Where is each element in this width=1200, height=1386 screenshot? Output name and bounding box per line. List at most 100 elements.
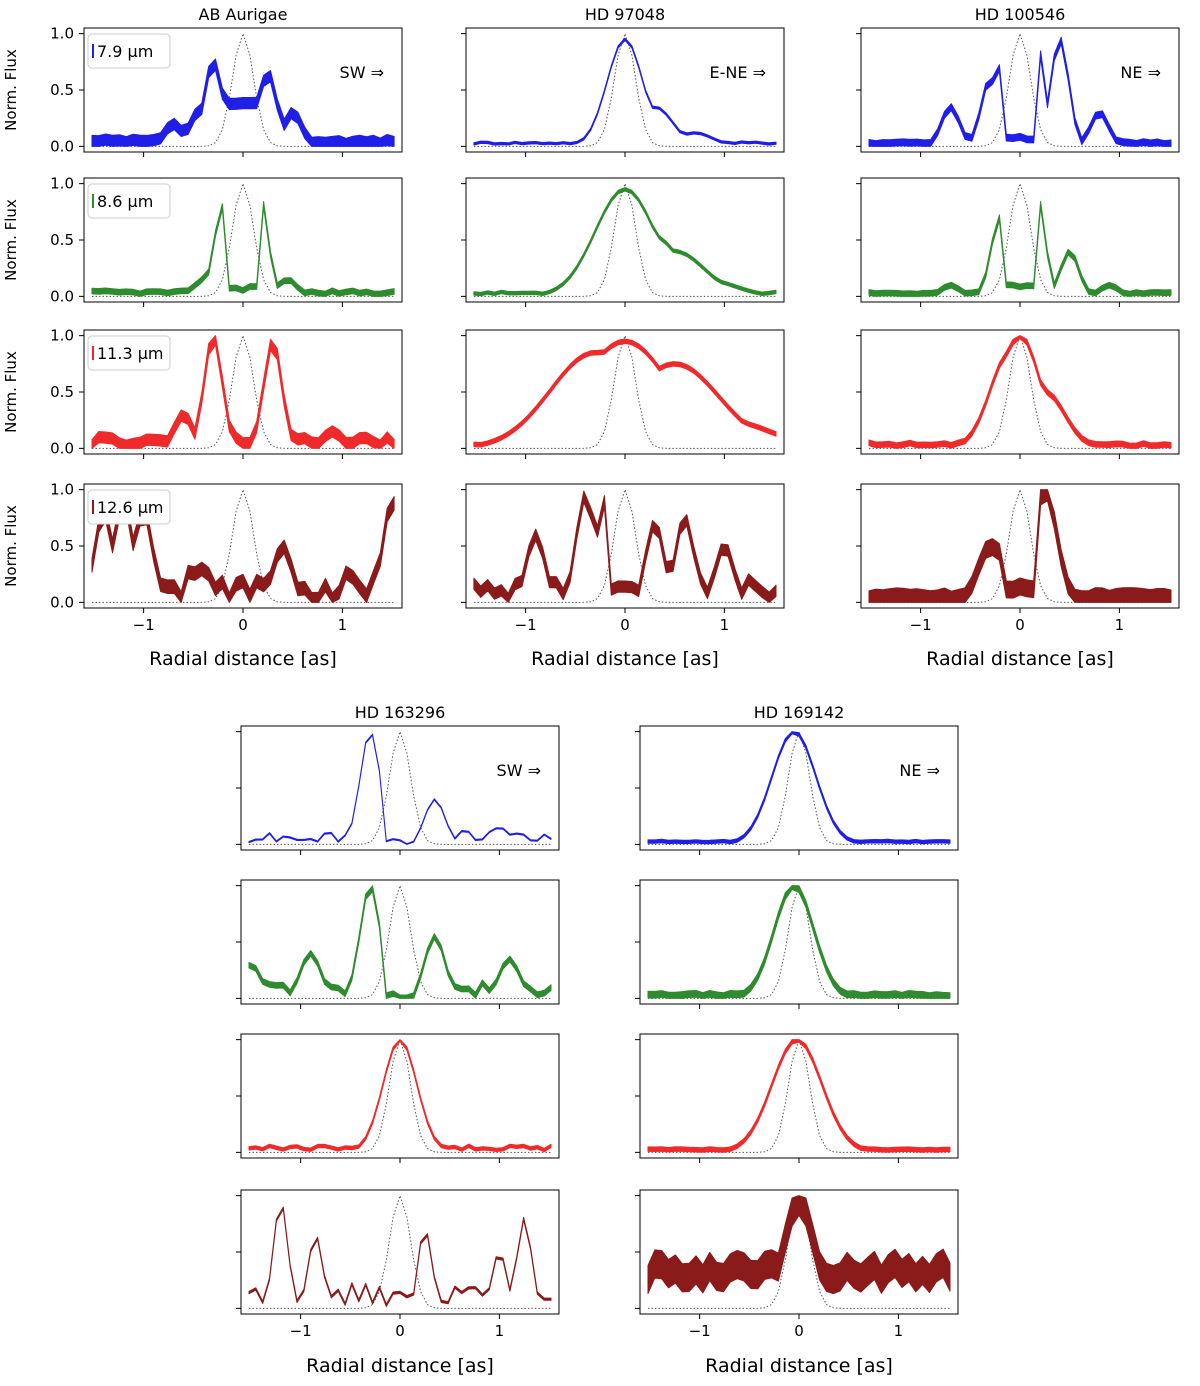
direction-label: SW ⇒	[497, 761, 541, 780]
direction-label: SW ⇒	[340, 63, 384, 82]
flux-band-7-9	[473, 37, 777, 146]
flux-band-7-9	[91, 58, 395, 147]
flux-band-8-6	[473, 187, 777, 297]
y-tick-label: 1.0	[50, 327, 74, 345]
panel-7-9: E-NE ⇒	[461, 27, 785, 157]
legend-11-3: 11.3 μm	[87, 335, 171, 371]
legend-12-6: 12.6 μm	[87, 489, 171, 525]
y-axis-label: Norm. Flux	[2, 505, 20, 587]
flux-band-11-3	[473, 338, 777, 448]
legend-7-9: 7.9 μm	[87, 33, 171, 69]
x-tick-label: 0	[1015, 616, 1025, 634]
axes-frame	[639, 725, 959, 851]
psf-profile	[648, 1193, 950, 1309]
panel-8-6	[236, 879, 560, 1009]
y-tick-label: 1.0	[50, 25, 74, 43]
axes-frame	[465, 329, 785, 455]
panel-8-6	[461, 177, 785, 307]
legend-label: 7.9 μm	[97, 42, 153, 61]
psf-profile	[92, 333, 395, 449]
flux-band-11-3	[248, 1039, 552, 1153]
x-axis-label: Radial distance [as]	[149, 648, 337, 670]
panel-12-6: −1 0 1	[461, 483, 785, 634]
flux-band-7-9	[647, 731, 951, 845]
direction-label: E-NE ⇒	[710, 63, 766, 82]
psf-profile	[648, 883, 950, 999]
y-tick-label: 0.5	[50, 81, 74, 99]
y-tick-label: 0.0	[50, 287, 74, 305]
flux-band-12-6	[248, 1206, 552, 1307]
legend-box	[87, 335, 171, 371]
flux-band-8-6	[647, 885, 951, 999]
legend-label: 12.6 μm	[97, 498, 163, 517]
axes-frame	[240, 879, 560, 1005]
legend-8-6: 8.6 μm	[87, 183, 171, 219]
axes-frame	[639, 879, 959, 1005]
y-tick-label: 0.0	[50, 439, 74, 457]
psf-profile	[92, 487, 395, 603]
flux-band-11-3	[868, 335, 1172, 449]
panel-7-9: SW ⇒	[236, 725, 560, 855]
psf-profile	[249, 729, 551, 845]
panel-12-6: −1 0 1	[635, 1189, 959, 1340]
chart-title: HD 163296	[355, 703, 446, 722]
x-tick-label: −1	[515, 616, 537, 634]
x-axis-label: Radial distance [as]	[531, 648, 719, 670]
y-tick-label: 0.0	[50, 593, 74, 611]
flux-band-12-6	[473, 490, 777, 603]
flux-band-11-3	[647, 1039, 951, 1153]
x-tick-label: 1	[495, 1322, 505, 1340]
legend-box	[87, 183, 171, 219]
chart-title: HD 97048	[585, 5, 665, 24]
legend-box	[87, 33, 171, 69]
axes-frame	[860, 329, 1180, 455]
legend-box	[87, 489, 171, 525]
chart-0: AB Aurigae 0.0 0.5 1.0 Norm. Flux 7.9 μm SW ⇒ 0…	[2, 5, 403, 670]
axes-frame	[465, 177, 785, 303]
x-tick-label: −1	[290, 1322, 312, 1340]
x-axis-label: Radial distance [as]	[705, 1355, 893, 1377]
panel-8-6: 0.0 0.5 1.0 Norm. Flux 8.6 μm	[2, 175, 403, 307]
axes-frame	[240, 725, 560, 851]
panel-11-3	[856, 329, 1180, 459]
x-tick-label: 1	[720, 616, 730, 634]
panel-7-9: 0.0 0.5 1.0 Norm. Flux 7.9 μm SW ⇒	[2, 25, 403, 157]
psf-profile	[473, 31, 776, 147]
panel-7-9: NE ⇒	[635, 725, 959, 855]
panel-12-6: 0.0 0.5 1.0 Norm. Flux −1 0 1 12.6 μm	[2, 481, 403, 634]
panel-11-3	[461, 329, 785, 459]
panel-11-3	[236, 1033, 560, 1163]
psf-profile	[869, 333, 1171, 449]
flux-band-12-6	[868, 489, 1172, 603]
x-tick-label: 0	[620, 616, 630, 634]
x-tick-label: 1	[338, 616, 348, 634]
x-tick-label: 1	[1115, 616, 1125, 634]
panel-8-6	[635, 879, 959, 1009]
y-tick-label: 1.0	[50, 175, 74, 193]
chart-title: HD 100546	[975, 5, 1066, 24]
y-tick-label: 0.0	[50, 137, 74, 155]
axes-frame	[860, 177, 1180, 303]
legend-label: 11.3 μm	[97, 344, 163, 363]
psf-profile	[92, 181, 395, 297]
psf-profile	[473, 181, 776, 297]
flux-band-8-6	[868, 201, 1172, 297]
flux-band-12-6	[647, 1195, 951, 1295]
psf-profile	[869, 181, 1171, 297]
x-tick-label: 0	[395, 1322, 405, 1340]
psf-profile	[249, 1037, 551, 1153]
panel-12-6: −1 0 1	[236, 1189, 560, 1340]
flux-band-7-9	[868, 36, 1172, 147]
x-tick-label: 0	[794, 1322, 804, 1340]
y-tick-label: 0.5	[50, 537, 74, 555]
flux-band-8-6	[91, 201, 395, 297]
panel-7-9: NE ⇒	[856, 27, 1180, 157]
chart-title: AB Aurigae	[199, 5, 288, 24]
x-tick-label: 0	[238, 616, 248, 634]
psf-profile	[869, 31, 1171, 147]
panel-11-3	[635, 1033, 959, 1163]
x-tick-label: −1	[689, 1322, 711, 1340]
